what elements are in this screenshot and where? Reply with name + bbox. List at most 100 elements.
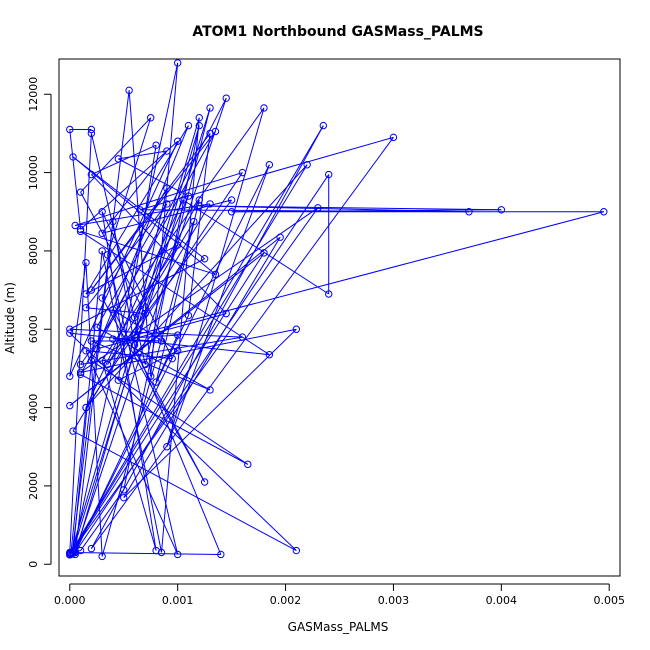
data-point bbox=[82, 290, 90, 298]
series-line-segment bbox=[139, 136, 394, 211]
data-point bbox=[98, 229, 106, 237]
x-axis-label: GASMass_PALMS bbox=[288, 620, 389, 634]
data-point bbox=[173, 347, 182, 355]
series-line-segment bbox=[187, 133, 211, 316]
series-line-segment bbox=[72, 156, 216, 275]
series-line-segment bbox=[134, 199, 200, 318]
series-line-segment bbox=[80, 336, 243, 365]
data-point bbox=[87, 286, 96, 294]
series-line-segment bbox=[72, 62, 179, 553]
series-line-segment bbox=[69, 262, 87, 377]
series-line-segment bbox=[96, 125, 189, 350]
series-line-segment bbox=[85, 164, 308, 408]
data-point bbox=[87, 544, 96, 553]
series-line-segment bbox=[118, 158, 189, 197]
series-line-segment bbox=[80, 140, 179, 230]
data-point bbox=[98, 294, 106, 302]
data-point bbox=[120, 486, 128, 494]
data-point bbox=[173, 331, 182, 339]
data-point bbox=[195, 114, 203, 122]
data-point bbox=[238, 168, 247, 177]
data-point bbox=[190, 217, 198, 226]
data-point bbox=[260, 104, 268, 112]
series-line-segment bbox=[101, 221, 195, 557]
data-point bbox=[66, 372, 74, 380]
x-tick-label: 0.000 bbox=[54, 594, 86, 607]
series-line-segment bbox=[80, 207, 319, 373]
y-axis: 0 2000 4000 6000 8000 10000 12000 bbox=[27, 77, 52, 568]
data-point bbox=[206, 104, 214, 112]
series-line-segment bbox=[90, 137, 394, 549]
series-line-segment bbox=[80, 107, 265, 365]
data-point bbox=[66, 125, 74, 134]
chart-title: ATOM1 Northbound GASMass_PALMS bbox=[192, 24, 483, 40]
data-point bbox=[109, 305, 117, 314]
data-point bbox=[314, 204, 322, 212]
data-point bbox=[66, 548, 74, 557]
data-point bbox=[238, 333, 247, 341]
data-point bbox=[179, 196, 187, 204]
series-line-segment bbox=[107, 221, 195, 365]
data-point bbox=[325, 290, 333, 298]
series-line-segment bbox=[134, 195, 189, 318]
y-tick-label: 0 bbox=[27, 561, 40, 568]
data-point bbox=[76, 225, 85, 234]
data-point bbox=[195, 196, 203, 204]
data-point bbox=[195, 121, 203, 130]
data-point bbox=[130, 341, 139, 349]
data-point bbox=[173, 550, 182, 559]
data-point bbox=[109, 217, 117, 226]
series-points bbox=[66, 59, 608, 561]
series-line-segment bbox=[91, 360, 249, 465]
series-line-segment bbox=[70, 407, 87, 554]
y-axis-label: Altitude (m) bbox=[3, 282, 17, 354]
series-line-segment bbox=[102, 199, 232, 234]
data-point bbox=[152, 378, 160, 386]
series-line-segment bbox=[69, 552, 221, 555]
data-point bbox=[292, 546, 301, 555]
data-point bbox=[465, 208, 473, 216]
series-line-segment bbox=[69, 252, 265, 556]
series-line-segment bbox=[160, 117, 200, 553]
data-point bbox=[82, 347, 90, 355]
data-point bbox=[206, 386, 214, 394]
data-point bbox=[147, 372, 155, 380]
series-line-segment bbox=[80, 117, 152, 193]
data-point bbox=[600, 208, 608, 216]
data-point bbox=[69, 427, 77, 435]
series-line-segment bbox=[85, 125, 189, 295]
data-point bbox=[227, 196, 236, 204]
series-line-segment bbox=[91, 340, 211, 391]
data-point bbox=[66, 329, 74, 337]
series-line-segment bbox=[69, 164, 308, 556]
data-point bbox=[265, 351, 274, 359]
data-point bbox=[87, 170, 96, 179]
series-line-segment bbox=[69, 236, 281, 407]
series-line-segment bbox=[134, 344, 222, 555]
data-point bbox=[163, 443, 171, 451]
series-line-segment bbox=[112, 309, 178, 352]
series-line-segment bbox=[123, 236, 281, 498]
series-line-segment bbox=[107, 117, 152, 255]
series-lines bbox=[69, 62, 604, 557]
series-line-segment bbox=[75, 203, 211, 226]
series-line-segment bbox=[107, 254, 179, 555]
data-point bbox=[184, 121, 193, 130]
y-tick-label: 12000 bbox=[27, 77, 40, 112]
series-line-segment bbox=[90, 125, 324, 549]
data-point bbox=[87, 125, 96, 134]
series-line-segment bbox=[85, 203, 168, 309]
series-line-segment bbox=[85, 350, 173, 360]
data-point bbox=[211, 127, 220, 136]
data-point bbox=[168, 354, 176, 363]
data-point bbox=[93, 323, 101, 331]
data-point bbox=[93, 345, 101, 353]
x-tick-label: 0.003 bbox=[378, 594, 410, 607]
data-point bbox=[227, 208, 236, 216]
data-point bbox=[163, 200, 171, 208]
data-point bbox=[76, 188, 85, 196]
data-point bbox=[244, 460, 252, 469]
y-tick-label: 2000 bbox=[27, 472, 40, 500]
y-tick-label: 10000 bbox=[27, 155, 40, 190]
series-line-segment bbox=[182, 199, 329, 295]
